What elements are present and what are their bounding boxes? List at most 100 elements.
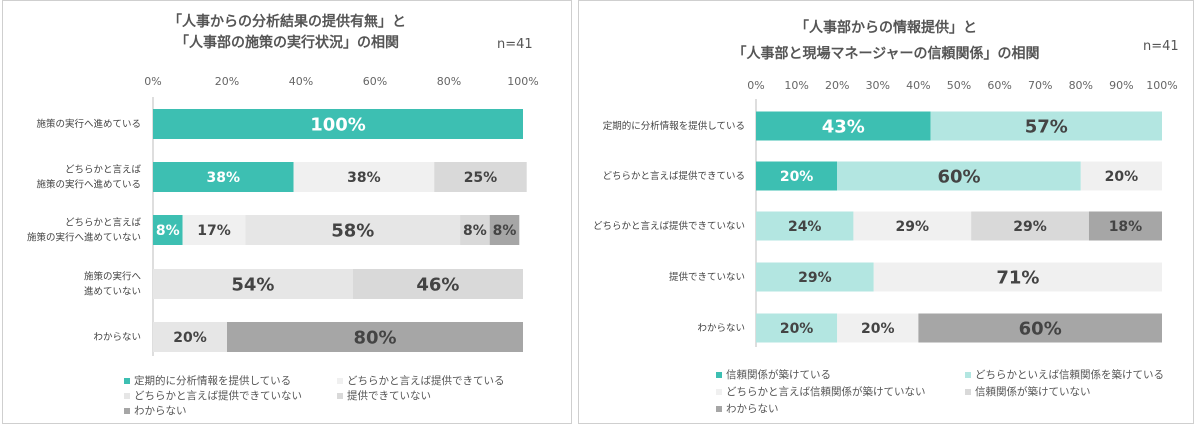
x-tick-label: 0% [144, 75, 161, 88]
bar-segment [153, 162, 294, 192]
data-label: 60% [1019, 318, 1062, 339]
chart-panel-right: 「人事部からの情報提供」と 「人事部と現場マネージャーの信頼関係」の相関 n=4… [578, 0, 1194, 424]
legend-label: わからない [134, 405, 187, 417]
legend-label: 信頼関係が築けていない [975, 386, 1091, 398]
stacked-bar-chart-left: 0% 20% 40% 60% 80% 100% 施策の実行へ進めている 100% どちらかと言え… [27, 75, 539, 356]
legend-item: わからない [716, 401, 779, 416]
data-label: 8% [156, 223, 180, 239]
x-tick-label: 30% [866, 79, 890, 92]
category-label: 施策の実行へ [84, 271, 142, 283]
legend-label: わからない [726, 403, 779, 415]
bar-segment [756, 111, 931, 141]
bar-segment [1088, 211, 1162, 241]
data-label: 38% [347, 170, 381, 186]
stacked-bar-chart-right: 0% 10% 20% 30% 40% 50% 60% 70% 80% 90% 100% 定期的に分析情… [593, 79, 1178, 347]
bar-segment [873, 262, 1162, 292]
x-tick-label: 20% [825, 79, 849, 92]
category-label: どちらかと言えば提供できていない [593, 220, 745, 232]
x-tick-label: 60% [363, 75, 387, 88]
category-label: 進めていない [84, 286, 141, 298]
legend-item: どちらかと言えば信頼関係が築けていない [716, 384, 926, 399]
legend-swatch [965, 389, 971, 395]
data-label: 71% [996, 267, 1039, 288]
x-tick-label: 10% [784, 79, 808, 92]
x-tick-label: 0% [747, 79, 764, 92]
x-tick-label: 100% [1146, 79, 1177, 92]
bar-segment [971, 211, 1089, 241]
data-label: 46% [416, 274, 459, 295]
legend-label: どちらかと言えば信頼関係が築けていない [726, 386, 926, 398]
bar-segment [837, 161, 1081, 191]
bar-segment [182, 215, 246, 245]
x-tick-label: 60% [987, 79, 1011, 92]
legend-label: 定期的に分析情報を提供している [134, 375, 292, 387]
legend-item: わからない [124, 403, 187, 418]
bar-segment [245, 215, 461, 245]
legend-swatch [124, 393, 130, 399]
category-label: 施策の実行へ進めている [36, 118, 141, 130]
x-tick-label: 80% [1069, 79, 1093, 92]
data-label: 24% [788, 219, 822, 235]
category-label: どちらかと言えば提供できている [602, 170, 745, 182]
data-label: 17% [197, 223, 231, 239]
data-label: 20% [861, 321, 895, 337]
legend-item: 提供できていない [337, 388, 431, 403]
category-label: わからない [697, 323, 745, 334]
bar-segment [756, 313, 838, 343]
data-label: 29% [798, 270, 832, 286]
bar-segment [930, 111, 1162, 141]
legend-label: どちらかと言えば提供できている [347, 375, 505, 387]
bar-segment [153, 215, 183, 245]
legend-item: 信頼関係が築けていない [965, 384, 1091, 399]
data-label: 20% [780, 321, 814, 337]
chart-title-line2: 「人事部の施策の実行状況」の相関 [175, 35, 399, 51]
x-tick-label: 80% [437, 75, 461, 88]
category-label: わからない [93, 332, 141, 343]
bar-segment [489, 215, 520, 245]
sample-size-label: n=41 [497, 37, 533, 52]
chart-title-line1: 「人事部からの情報提供」と [795, 20, 977, 36]
legend-item: 定期的に分析情報を提供している [124, 373, 291, 388]
bar-segment [1080, 161, 1162, 191]
legend-swatch [716, 372, 722, 378]
bar-segment [756, 262, 874, 292]
data-label: 54% [231, 274, 274, 295]
legend-swatch [716, 406, 722, 412]
bar-segment [227, 322, 523, 352]
data-label: 18% [1109, 219, 1143, 235]
legend-item: どちらかといえば信頼関係を築けている [965, 367, 1164, 382]
bar-segment [153, 322, 227, 352]
x-tick-label: 100% [507, 75, 538, 88]
category-label: どちらかと言えば [65, 164, 142, 176]
x-tick-label: 90% [1109, 79, 1133, 92]
bar-segment [434, 162, 527, 192]
legend-swatch [124, 378, 130, 384]
category-label: 施策の実行へ進めている [36, 179, 141, 191]
x-tick-label: 70% [1028, 79, 1052, 92]
data-label: 58% [331, 220, 374, 241]
data-label: 20% [173, 330, 207, 346]
bar-segment [756, 161, 838, 191]
bar-segment [460, 215, 490, 245]
category-label: 施策の実行へ進めていない [27, 232, 141, 244]
bar-segment [352, 269, 523, 299]
data-label: 8% [463, 223, 487, 239]
data-label: 60% [937, 166, 980, 187]
category-label: どちらかと言えば [65, 217, 142, 229]
legend-item: どちらかと言えば提供できていない [124, 388, 302, 403]
legend-swatch [716, 389, 722, 395]
bar-segment [853, 211, 972, 241]
chart-title-line2: 「人事部と現場マネージャーの信頼関係」の相関 [732, 46, 1040, 62]
bar-segment [837, 313, 919, 343]
data-label: 29% [1013, 219, 1047, 235]
bar-segment [153, 269, 353, 299]
bar-segment [153, 109, 523, 139]
legend-label: どちらかといえば信頼関係を築けている [975, 369, 1164, 381]
legend-label: 信頼関係が築けている [726, 369, 831, 381]
sample-size-label: n=41 [1143, 39, 1179, 54]
x-tick-label: 40% [906, 79, 930, 92]
legend-label: 提供できていない [347, 390, 431, 402]
category-label: 定期的に分析情報を提供している [603, 120, 745, 132]
legend-swatch [124, 408, 130, 414]
legend-label: どちらかと言えば提供できていない [134, 390, 302, 402]
